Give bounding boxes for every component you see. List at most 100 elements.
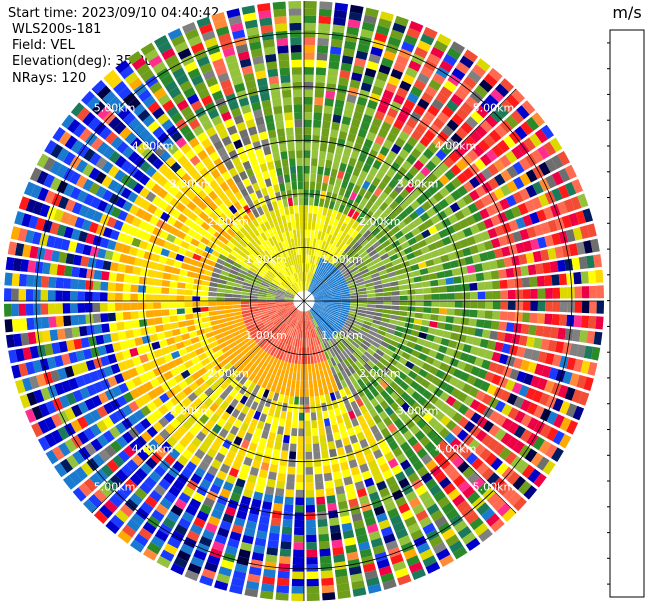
velocity-gate — [398, 48, 412, 60]
velocity-gate — [403, 548, 418, 560]
velocity-gate — [359, 548, 373, 559]
velocity-gate — [300, 281, 303, 291]
velocity-gate — [18, 288, 27, 301]
velocity-gate — [122, 92, 137, 106]
velocity-gate — [183, 536, 197, 549]
velocity-gate — [288, 307, 297, 315]
velocity-gate — [311, 286, 319, 294]
velocity-gate — [261, 379, 269, 389]
velocity-gate — [547, 339, 557, 352]
velocity-gate — [163, 241, 173, 250]
velocity-gate — [484, 310, 493, 319]
velocity-gate — [69, 171, 81, 185]
velocity-gate — [361, 555, 375, 566]
velocity-gate — [311, 420, 318, 429]
velocity-gate — [260, 213, 268, 223]
velocity-gate — [231, 330, 241, 338]
velocity-gate — [379, 487, 391, 498]
velocity-gate — [114, 351, 125, 362]
velocity-gate — [357, 287, 367, 292]
velocity-gate — [239, 395, 249, 405]
velocity-gate — [277, 341, 283, 350]
velocity-gate — [175, 253, 185, 262]
velocity-gate — [70, 139, 84, 154]
velocity-gate — [430, 154, 442, 167]
velocity-gate — [332, 324, 341, 332]
velocity-gate — [244, 275, 254, 282]
velocity-gate — [572, 405, 585, 421]
velocity-gate — [376, 152, 386, 163]
velocity-gate — [488, 260, 498, 270]
velocity-gate — [500, 184, 512, 197]
velocity-gate — [164, 54, 179, 67]
velocity-gate — [373, 505, 386, 516]
velocity-gate — [100, 313, 109, 323]
velocity-gate — [304, 104, 313, 113]
velocity-gate — [347, 218, 356, 227]
velocity-gate — [431, 293, 440, 300]
velocity-gate — [326, 349, 333, 359]
colorbar-tick-label: 13.0 — [615, 114, 640, 127]
velocity-gate — [281, 402, 288, 412]
velocity-gate — [184, 61, 198, 73]
velocity-gate — [96, 434, 109, 448]
velocity-gate — [235, 478, 246, 488]
velocity-gate — [280, 259, 287, 269]
velocity-gate — [314, 197, 320, 207]
velocity-gate — [454, 292, 463, 300]
velocity-gate — [505, 114, 519, 129]
velocity-gate — [19, 394, 31, 409]
velocity-gate — [553, 414, 565, 429]
velocity-gate — [349, 289, 359, 294]
velocity-gate — [143, 134, 156, 147]
velocity-gate — [294, 255, 298, 264]
velocity-gate — [286, 316, 293, 325]
velocity-gate — [337, 279, 347, 286]
velocity-gate — [405, 277, 415, 284]
velocity-gate — [308, 272, 312, 282]
velocity-gate — [413, 249, 423, 257]
velocity-gate — [214, 452, 226, 463]
velocity-gate — [57, 410, 70, 424]
velocity-gate — [319, 555, 332, 564]
velocity-gate — [568, 243, 579, 257]
velocity-gate — [494, 428, 507, 441]
velocity-gate — [537, 145, 550, 160]
velocity-gate — [221, 249, 230, 258]
velocity-gate — [315, 354, 321, 363]
velocity-gate — [187, 365, 197, 375]
velocity-gate — [395, 435, 407, 446]
velocity-gate — [70, 228, 81, 241]
velocity-gate — [262, 342, 270, 351]
velocity-gate — [360, 343, 369, 351]
velocity-gate — [304, 81, 314, 90]
velocity-gate — [536, 313, 545, 324]
velocity-gate — [364, 569, 378, 580]
velocity-gate — [319, 1, 333, 10]
velocity-gate — [520, 121, 534, 136]
velocity-gate — [380, 121, 392, 132]
velocity-gate — [306, 246, 310, 255]
velocity-gate — [379, 201, 389, 212]
velocity-gate — [130, 539, 145, 553]
velocity-gate — [124, 498, 139, 512]
velocity-gate — [370, 466, 381, 477]
velocity-gate — [484, 452, 498, 466]
velocity-gate — [230, 356, 239, 366]
velocity-gate — [177, 314, 186, 321]
velocity-gate — [304, 150, 311, 158]
velocity-gate — [511, 334, 521, 345]
velocity-gate — [348, 250, 357, 259]
velocity-gate — [233, 286, 242, 292]
velocity-gate — [109, 229, 120, 241]
velocity-gate — [417, 223, 428, 233]
velocity-gate — [247, 408, 256, 418]
velocity-gate — [361, 180, 371, 190]
velocity-gate — [213, 157, 224, 168]
velocity-gate — [264, 250, 272, 259]
velocity-gate — [202, 195, 213, 206]
velocity-gate — [28, 215, 39, 229]
velocity-gate — [399, 301, 408, 306]
velocity-gate — [377, 18, 392, 29]
velocity-gate — [295, 221, 300, 230]
